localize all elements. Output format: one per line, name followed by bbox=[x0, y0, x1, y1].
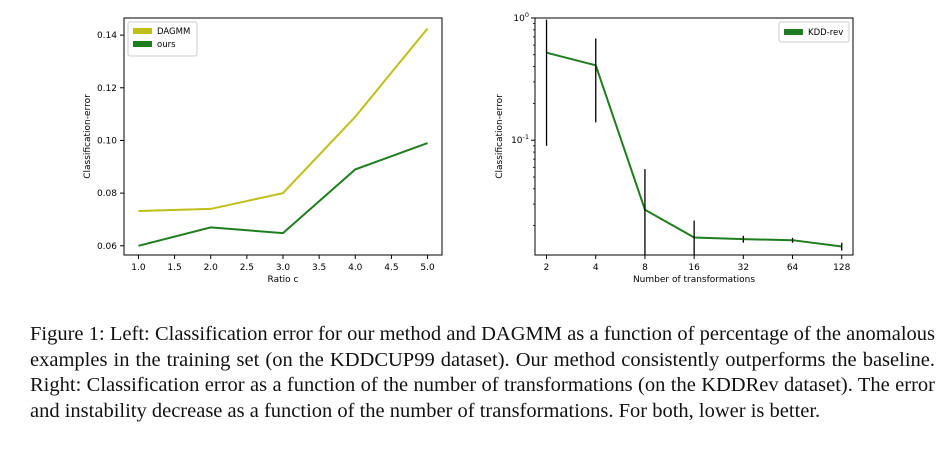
x-tick-label: 8 bbox=[642, 263, 648, 273]
x-tick-label: 1.0 bbox=[131, 263, 146, 273]
y-tick-label: 0.12 bbox=[97, 84, 117, 94]
legend-label: ours bbox=[157, 40, 176, 50]
legend: KDD-rev bbox=[778, 21, 850, 43]
series-line-ours bbox=[138, 142, 428, 247]
legend-swatch bbox=[133, 28, 152, 34]
y-tick-label: 0.08 bbox=[97, 189, 117, 199]
legend-swatch bbox=[133, 41, 152, 47]
x-axis-label: Ratio c bbox=[268, 275, 299, 285]
x-tick-label: 32 bbox=[738, 263, 749, 273]
x-tick-label: 64 bbox=[787, 263, 799, 273]
figure-canvas: 1.0 1.5 2.0 2.5 3.0 3.5 4.0 4.5 5.0 0.06 0.08 0.10 0… bbox=[83, 11, 854, 285]
x-tick-label: 2 bbox=[544, 263, 550, 273]
legend-label: KDD-rev bbox=[808, 28, 843, 38]
left-chart: 1.0 1.5 2.0 2.5 3.0 3.5 4.0 4.5 5.0 0.06 0.08 0.10 0… bbox=[83, 17, 443, 285]
y-axis-label: Classification-error bbox=[495, 94, 505, 179]
legend-swatch bbox=[784, 29, 803, 35]
x-tick-label: 2.0 bbox=[204, 263, 219, 273]
figure: 1.0 1.5 2.0 2.5 3.0 3.5 4.0 4.5 5.0 0.06 0.08 0.10 0… bbox=[83, 11, 854, 285]
x-tick-label: 2.5 bbox=[240, 263, 254, 273]
legend-label: DAGMM bbox=[157, 27, 190, 37]
legend-box bbox=[778, 21, 850, 43]
y-tick-label: 0.10 bbox=[97, 136, 117, 146]
x-tick-label: 16 bbox=[688, 263, 700, 273]
x-tick-label: 4.5 bbox=[384, 263, 398, 273]
right-plot-frame bbox=[534, 17, 854, 256]
figure-caption: Figure 1: Left: Classification error for… bbox=[30, 323, 935, 422]
x-tick-label: 3.5 bbox=[312, 263, 326, 273]
x-tick-label: 5.0 bbox=[420, 263, 435, 273]
y-tick-label: 100 bbox=[513, 11, 529, 24]
legend: DAGMM ours bbox=[127, 21, 198, 57]
x-tick-label: 1.5 bbox=[167, 263, 181, 273]
series-line-kdd-rev bbox=[546, 51, 842, 248]
x-tick-label: 4.0 bbox=[348, 263, 363, 273]
x-tick-label: 128 bbox=[833, 263, 850, 273]
x-tick-label: 3.0 bbox=[276, 263, 291, 273]
x-axis-label: Number of transformations bbox=[633, 275, 755, 285]
y-tick-label: 0.14 bbox=[97, 31, 117, 41]
y-tick-label: 0.06 bbox=[97, 242, 117, 252]
y-tick-label: 10-1 bbox=[511, 133, 529, 146]
x-tick-label: 4 bbox=[593, 263, 599, 273]
right-chart: 2 4 8 16 32 64 128 100 10-1 Number of transformat… bbox=[495, 11, 854, 285]
series-line-dagmm bbox=[138, 27, 429, 213]
y-axis-label: Classification-error bbox=[83, 94, 93, 179]
